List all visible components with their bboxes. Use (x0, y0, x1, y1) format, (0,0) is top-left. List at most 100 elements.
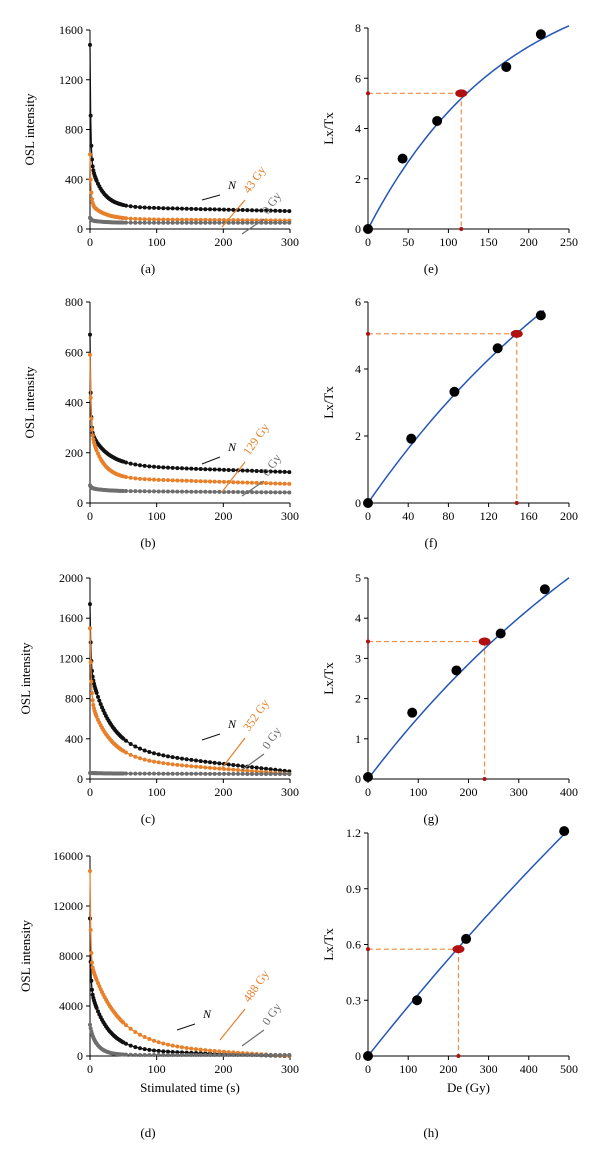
x-tick-label: 100 (439, 235, 457, 249)
data-point (226, 767, 231, 772)
data-point (203, 220, 208, 225)
data-point (89, 679, 94, 684)
data-point (170, 220, 175, 225)
data-point (226, 489, 231, 494)
data-point (88, 332, 92, 337)
data-point (287, 481, 292, 486)
data-point (133, 771, 138, 776)
y-tick-label: 0 (355, 496, 361, 510)
y-axis-label: OSL intensity (18, 642, 33, 715)
x-tick-label: 400 (560, 785, 578, 799)
y-tick-label: 6 (355, 295, 361, 309)
data-point (133, 1030, 138, 1035)
x-tick-label: 200 (214, 785, 232, 799)
data-point (138, 1052, 142, 1057)
data-point (264, 220, 268, 225)
data-point (217, 479, 222, 484)
data-point (198, 207, 203, 212)
panel-a: 0 100 200 300 0 400 800 1200 1600 OSL intensity (a… (22, 23, 299, 276)
data-point (175, 1052, 180, 1057)
data-point (184, 763, 189, 768)
series-line (89, 870, 290, 1057)
data-point (156, 752, 161, 757)
data-point (236, 771, 240, 776)
data-point (203, 765, 208, 770)
annotation-arrow (176, 1023, 196, 1031)
data-point (240, 490, 245, 495)
data-point (133, 216, 138, 221)
x-tick-label: 0 (365, 785, 371, 799)
data-point (147, 771, 152, 776)
data-point (161, 771, 166, 776)
data-point (142, 477, 147, 482)
data-point (138, 205, 142, 210)
annotation-label: N (227, 717, 237, 731)
data-point (100, 705, 104, 710)
x-tick-label: 300 (281, 235, 299, 249)
data-point (259, 490, 264, 495)
x-tick-label: 300 (281, 1062, 299, 1076)
panel-label: (e) (424, 261, 438, 276)
data-point (96, 981, 100, 986)
panel-b: 0 100 200 300 0 200 400 600 800 OSL intensity (b) N… (22, 295, 299, 550)
y-tick-label: 0 (355, 772, 361, 786)
data-point (138, 463, 142, 468)
annotation-arrow (219, 1008, 246, 1041)
data-point (282, 1053, 287, 1057)
data-point (170, 206, 175, 211)
data-point (124, 1041, 128, 1046)
data-point (189, 206, 194, 211)
data-point (250, 769, 254, 774)
annotation-arrow (241, 1029, 265, 1047)
data-point (264, 469, 268, 474)
data-point (124, 750, 128, 755)
guide-end-marker (366, 639, 370, 644)
data-point (194, 206, 198, 211)
data-point (273, 220, 278, 225)
x-tick-label: 120 (480, 509, 498, 523)
data-point (254, 1053, 259, 1057)
data-point (231, 480, 236, 485)
data-point (161, 489, 166, 494)
data-point (152, 464, 156, 469)
data-point (121, 1020, 126, 1025)
data-point (264, 490, 268, 495)
x-tick-label: 0 (87, 785, 93, 799)
data-point (94, 1006, 99, 1011)
data-point (273, 481, 278, 486)
data-point (138, 1032, 142, 1037)
panel-c: 0 100 200 300 0 400 800 1200 1600 2000 OSL intensi… (18, 571, 299, 826)
data-point (287, 490, 292, 495)
data-point (156, 1048, 161, 1053)
data-point (147, 220, 152, 225)
data-point (222, 479, 226, 484)
data-point (133, 220, 138, 225)
x-tick-label: 200 (439, 1062, 457, 1076)
data-point (166, 1042, 170, 1047)
data-point (175, 220, 180, 225)
data-point (363, 498, 373, 508)
panel-label: (g) (423, 811, 438, 826)
series-line (89, 354, 290, 485)
data-point (363, 771, 373, 782)
data-point (184, 478, 189, 483)
data-point (189, 466, 194, 471)
data-point (175, 1050, 180, 1055)
data-point (189, 1046, 194, 1051)
data-point (180, 771, 184, 776)
data-point (128, 220, 133, 225)
data-point (278, 208, 282, 213)
data-point (208, 479, 212, 484)
data-point (231, 207, 236, 212)
data-point (170, 771, 175, 776)
data-point (166, 754, 170, 759)
data-point (90, 197, 94, 202)
data-point (278, 469, 282, 474)
data-point (166, 478, 170, 483)
y-tick-label: 400 (65, 172, 83, 186)
data-point (208, 771, 212, 776)
data-point (278, 490, 282, 495)
data-point (259, 766, 264, 771)
annotation-label: N (227, 178, 237, 192)
data-point (161, 1052, 166, 1057)
